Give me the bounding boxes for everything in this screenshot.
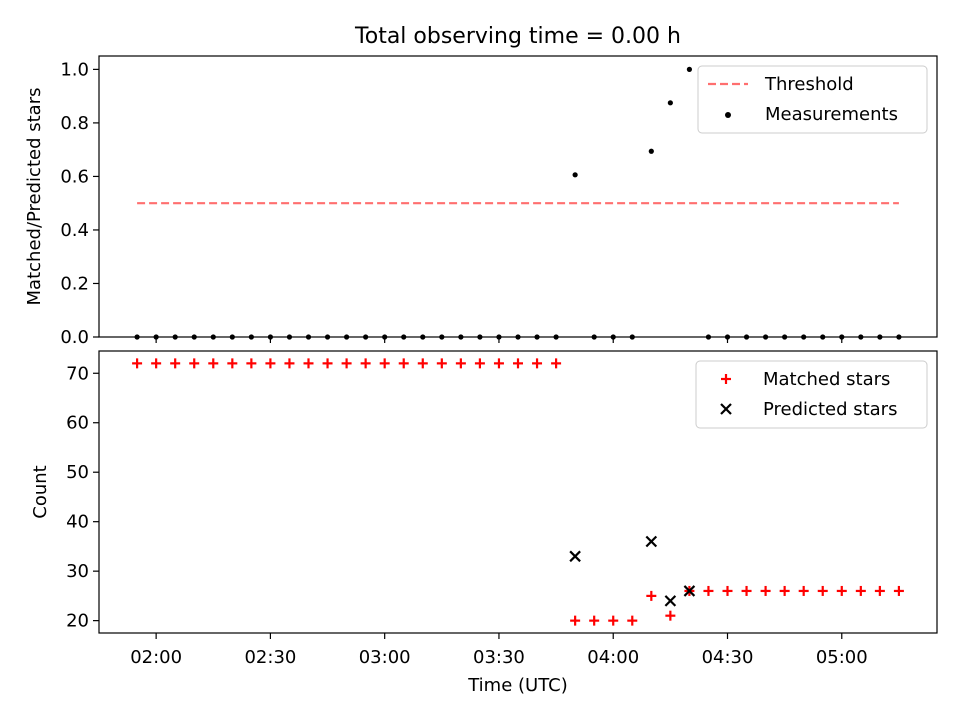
legend-x-marker: [720, 403, 732, 415]
matched-stars-point: [303, 358, 314, 369]
matched-stars-point: [741, 585, 752, 596]
matched-stars-point: [513, 358, 523, 369]
matched-stars-point: [722, 585, 733, 596]
matched-stars-point: [817, 585, 828, 596]
matched-stars-point: [227, 358, 238, 369]
matched-stars-point: [608, 615, 619, 626]
top-axes-frame: [98, 55, 938, 338]
legend-predicted-swatch: [720, 403, 732, 415]
y-tick-label: 0.8: [60, 113, 89, 134]
x-tick-label: 03:30: [473, 647, 525, 668]
matched-stars-point: [532, 358, 543, 369]
predicted-stars-point: [683, 585, 696, 597]
y-tick-label: 30: [66, 561, 89, 582]
bottom-panel: 20 30 40 50 60 70 02:00 02:30 03:00 03:30 04:00 04…: [30, 350, 938, 668]
matched-stars-point: [417, 358, 428, 369]
top-legend: Threshold Measurements: [697, 65, 928, 134]
y-tick-label: 70: [66, 363, 89, 384]
matched-stars-point: [874, 585, 885, 596]
y-tick-label: 0.2: [60, 273, 89, 294]
y-tick-label: 20: [66, 611, 89, 632]
predicted-stars-point: [645, 535, 658, 548]
measurement-point: [572, 172, 578, 178]
matched-stars-point: [551, 358, 562, 369]
matched-stars-point: [265, 358, 276, 369]
measurement-point: [648, 148, 654, 154]
matched-stars-point: [893, 585, 904, 596]
legend-measurements-label: Measurements: [765, 104, 898, 125]
matched-stars-point: [189, 358, 200, 369]
matched-stars-point: [436, 358, 447, 369]
matched-stars-point: [284, 358, 295, 369]
bottom-legend: Matched stars Predicted stars: [695, 360, 928, 429]
top-panel-marks: [134, 66, 902, 340]
y-tick-label: 50: [66, 462, 89, 483]
bottom-y-ticks: 20 30 40 50 60 70: [66, 363, 99, 632]
chart-title: Total observing time = 0.00 h: [354, 24, 681, 49]
matched-stars-point: [474, 358, 485, 369]
matched-stars-point: [132, 358, 143, 369]
bottom-y-axis-label: Count: [30, 465, 51, 518]
matched-stars-point: [455, 358, 466, 369]
y-tick-label: 60: [66, 413, 89, 434]
x-tick-label: 03:00: [359, 647, 411, 668]
measurement-point: [667, 100, 673, 106]
x-tick-label: 02:30: [244, 647, 296, 668]
matched-stars-point: [627, 615, 638, 626]
matched-stars-point: [322, 358, 333, 369]
legend-measurements-swatch: [725, 112, 731, 118]
legend-matched-label: Matched stars: [763, 369, 890, 390]
matched-stars-point: [836, 585, 847, 596]
bottom-axes-frame: [98, 350, 938, 634]
legend-matched-swatch: [721, 374, 731, 384]
matched-stars-point: [151, 358, 162, 369]
matched-stars-point: [589, 615, 600, 626]
top-legend-box: [697, 65, 928, 134]
matched-stars-point: [779, 585, 790, 596]
measurement-point: [686, 66, 693, 72]
x-axis-label: Time (UTC): [467, 675, 568, 696]
matched-stars-point: [855, 585, 866, 596]
x-tick-label: 04:00: [587, 647, 639, 668]
matched-stars-point: [798, 585, 809, 596]
matched-stars-point: [646, 590, 657, 601]
predicted-stars-point: [664, 595, 677, 607]
bottom-x-ticks: 02:00 02:30 03:00 03:30 04:00 04:30 05:00: [130, 633, 868, 668]
y-tick-label: 0.4: [60, 220, 89, 241]
matched-stars-point: [665, 610, 676, 621]
y-tick-label: 40: [66, 512, 89, 533]
matched-stars-point: [341, 358, 352, 369]
matched-stars-point: [398, 358, 409, 369]
matched-stars-point: [170, 358, 181, 369]
legend-predicted-label: Predicted stars: [763, 399, 897, 420]
y-tick-label: 1.0: [60, 59, 89, 80]
matched-stars-point: [246, 358, 257, 369]
matched-stars-point: [760, 585, 771, 596]
matched-stars-point: [493, 358, 504, 369]
legend-threshold-label: Threshold: [764, 74, 854, 95]
top-x-ticks: [155, 337, 843, 343]
legend-plus-marker: [721, 374, 731, 384]
matched-stars-point: [570, 615, 581, 626]
matched-stars-point: [360, 358, 371, 369]
x-tick-label: 02:00: [130, 647, 182, 668]
y-tick-label: 0.0: [60, 327, 89, 348]
y-tick-label: 0.6: [60, 166, 89, 187]
top-y-ticks: 0.0 0.2 0.4 0.6 0.8 1.0: [60, 59, 99, 348]
bottom-panel-marks: [132, 358, 904, 626]
matched-stars-point: [703, 585, 714, 596]
top-panel: 0.0 0.2 0.4 0.6 0.8 1.0 Matched/Predicted sta…: [24, 55, 938, 348]
top-y-axis-label: Matched/Predicted stars: [24, 88, 45, 306]
x-tick-label: 05:00: [816, 647, 868, 668]
matched-stars-point: [208, 358, 219, 369]
predicted-stars-point: [569, 550, 581, 563]
bottom-legend-box: [695, 360, 928, 429]
matched-stars-point: [379, 358, 390, 369]
x-tick-label: 04:30: [702, 647, 754, 668]
